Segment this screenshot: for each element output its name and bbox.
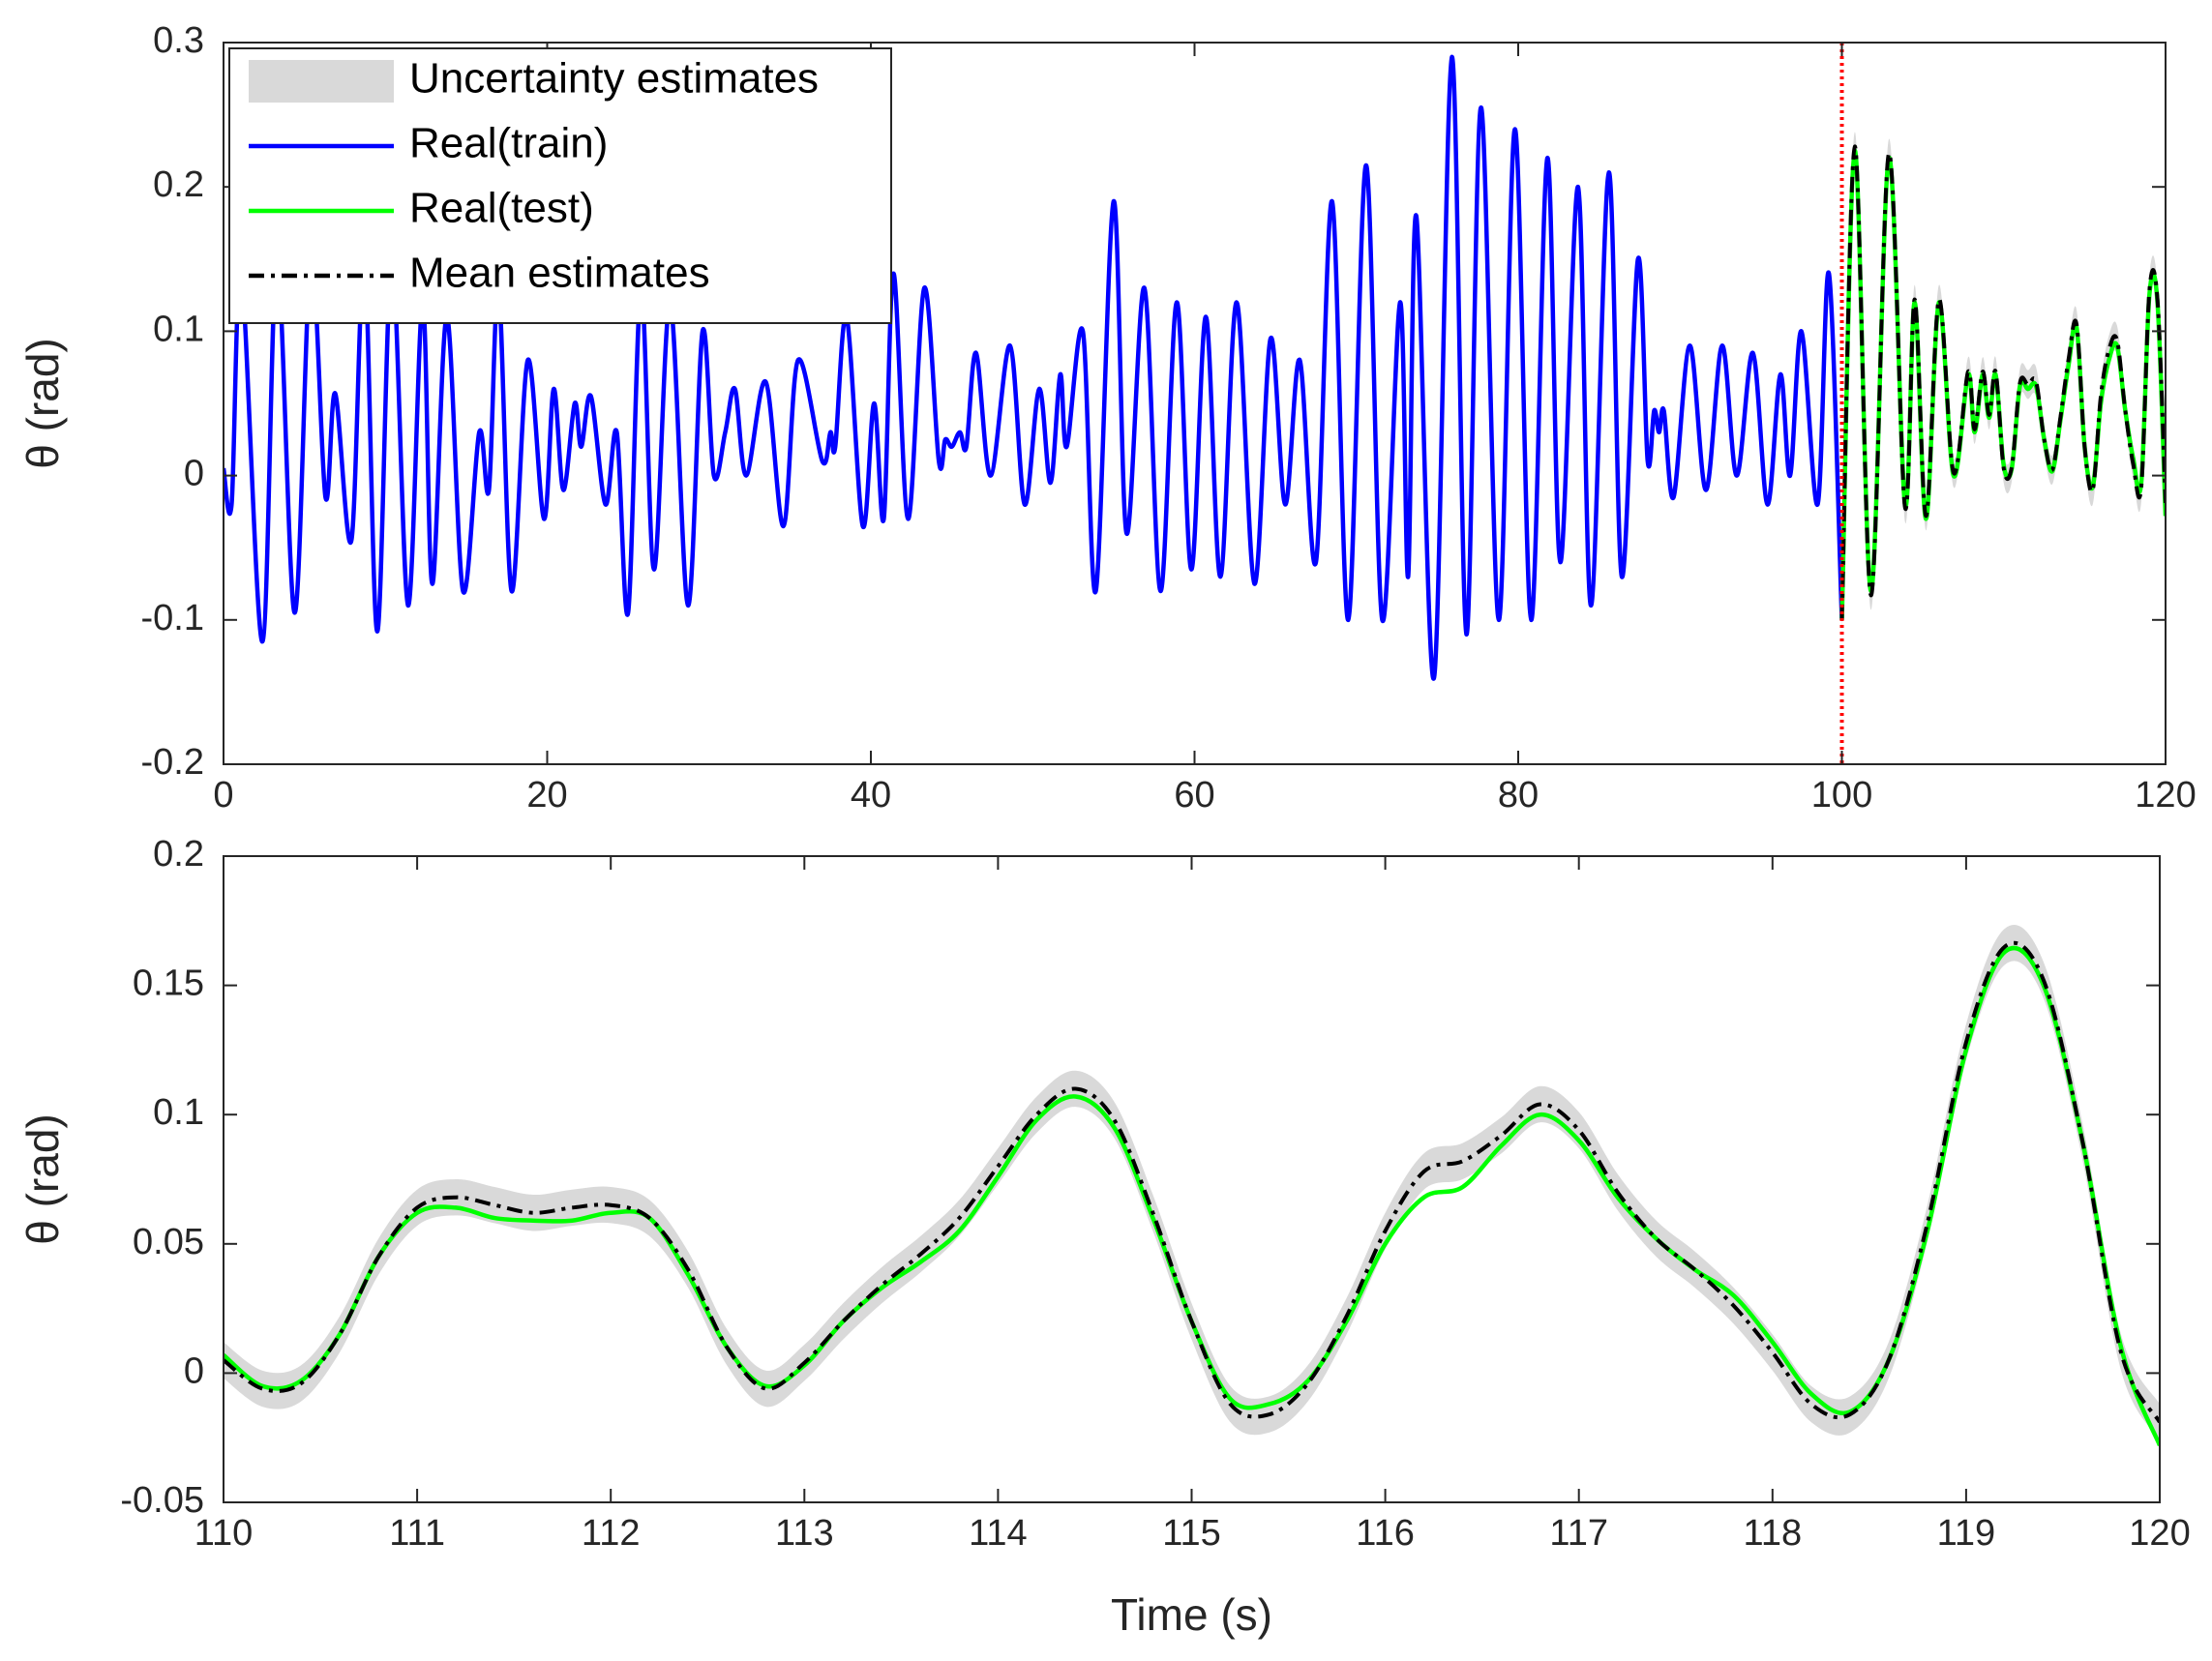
y-axis-label: θ (rad) bbox=[17, 338, 68, 468]
y-tick-label: 0.2 bbox=[153, 164, 204, 205]
x-tick-label: 112 bbox=[582, 1513, 641, 1554]
x-tick-label: 111 bbox=[389, 1513, 445, 1554]
x-tick-label: 118 bbox=[1744, 1513, 1803, 1554]
plot-content bbox=[224, 43, 2166, 764]
x-tick-label: 115 bbox=[1162, 1513, 1221, 1554]
x-tick-label: 110 bbox=[194, 1513, 254, 1554]
x-tick-label: 100 bbox=[1811, 775, 1872, 816]
x-tick-label: 120 bbox=[2129, 1513, 2190, 1554]
x-tick-label: 119 bbox=[1937, 1513, 1996, 1554]
legend-label: Real(test) bbox=[409, 185, 594, 232]
x-tick-label: 80 bbox=[1498, 775, 1539, 816]
x-tick-label: 114 bbox=[969, 1513, 1028, 1554]
x-tick-label: 40 bbox=[851, 775, 891, 816]
legend-label: Uncertainty estimates bbox=[409, 55, 819, 103]
y-tick-label: 0.3 bbox=[153, 20, 204, 61]
y-tick-label: 0.1 bbox=[153, 1092, 204, 1133]
y-axis-label: θ (rad) bbox=[17, 1113, 68, 1244]
x-tick-label: 20 bbox=[526, 775, 567, 816]
uncertainty-band bbox=[1841, 132, 2166, 635]
y-tick-label: 0 bbox=[184, 1350, 204, 1391]
plot-area bbox=[224, 856, 2160, 1502]
x-tick-label: 117 bbox=[1549, 1513, 1608, 1554]
y-tick-label: -0.2 bbox=[141, 742, 204, 783]
y-tick-label: 0.1 bbox=[153, 309, 204, 349]
legend-swatch bbox=[249, 60, 394, 103]
x-tick-label: 116 bbox=[1356, 1513, 1415, 1554]
x-tick-label: 120 bbox=[2135, 775, 2196, 816]
x-tick-label: 113 bbox=[775, 1513, 834, 1554]
y-tick-label: -0.05 bbox=[120, 1480, 204, 1521]
y-tick-label: 0 bbox=[184, 454, 204, 494]
legend-label: Mean estimates bbox=[409, 250, 710, 297]
data-line bbox=[1839, 144, 2166, 620]
y-tick-label: 0.05 bbox=[133, 1222, 204, 1262]
legend-label: Real(train) bbox=[409, 120, 608, 167]
y-tick-label: 0.15 bbox=[133, 964, 204, 1004]
data-line bbox=[224, 940, 2160, 1424]
y-tick-label: 0.2 bbox=[153, 834, 204, 875]
plot-content bbox=[224, 925, 2160, 1447]
x-axis-label: Time (s) bbox=[1111, 1589, 1272, 1640]
x-tick-label: 60 bbox=[1174, 775, 1214, 816]
y-tick-label: -0.1 bbox=[141, 598, 204, 638]
data-line bbox=[224, 54, 1844, 681]
x-tick-label: 0 bbox=[213, 775, 233, 816]
